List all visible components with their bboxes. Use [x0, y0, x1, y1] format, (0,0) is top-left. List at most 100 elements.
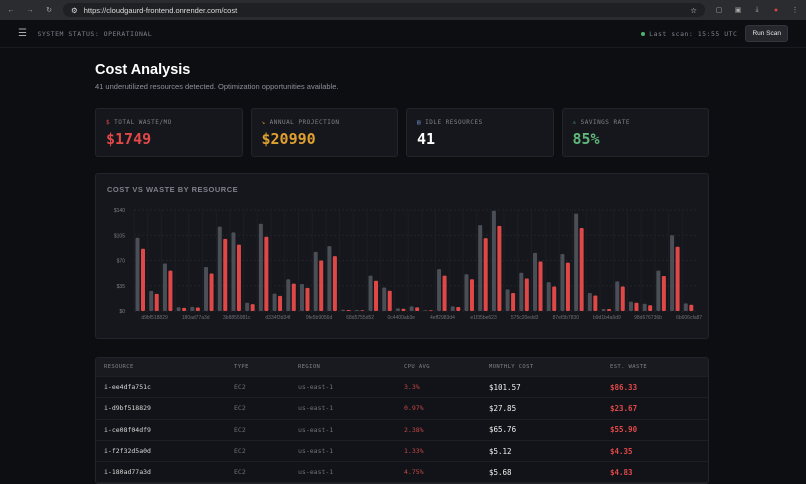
- cost-bar[interactable]: [683, 303, 688, 311]
- column-header[interactable]: TYPE: [234, 364, 249, 370]
- waste-bar[interactable]: [223, 238, 228, 311]
- cost-bar[interactable]: [217, 226, 222, 311]
- column-header[interactable]: CPU AVG: [404, 364, 430, 370]
- waste-bar[interactable]: [332, 256, 337, 311]
- bookmark-star-icon[interactable]: ☆: [690, 5, 697, 15]
- cost-bar[interactable]: [341, 309, 346, 311]
- waste-bar[interactable]: [182, 307, 187, 311]
- cost-bar[interactable]: [354, 309, 359, 311]
- table-row[interactable]: i-180ad77a3d EC2 us-east-1 4.75% $5.68 $4.83: [96, 462, 708, 484]
- cost-bar[interactable]: [313, 251, 318, 311]
- table-row[interactable]: i-f2f32d5a0d EC2 us-east-1 1.33% $5.12 $4.35: [96, 441, 708, 463]
- waste-bar[interactable]: [593, 295, 598, 311]
- waste-bar[interactable]: [236, 244, 241, 311]
- cost-bar[interactable]: [299, 283, 304, 311]
- waste-bar[interactable]: [648, 305, 653, 311]
- cost-bar[interactable]: [190, 306, 195, 311]
- cost-bar[interactable]: [423, 310, 428, 311]
- column-header[interactable]: EST. WASTE: [610, 364, 648, 370]
- address-bar[interactable]: ⚙ https://cloudgaurd-frontend.onrender.co…: [63, 3, 705, 17]
- cost-bar[interactable]: [176, 307, 181, 311]
- cost-bar[interactable]: [519, 272, 524, 311]
- cost-bar[interactable]: [286, 279, 291, 311]
- waste-bar[interactable]: [264, 236, 269, 311]
- waste-bar[interactable]: [469, 279, 474, 311]
- cost-bar[interactable]: [491, 210, 496, 311]
- cost-bar[interactable]: [533, 252, 538, 311]
- cost-bar[interactable]: [478, 225, 483, 311]
- waste-bar[interactable]: [305, 287, 310, 311]
- cost-bar[interactable]: [135, 237, 140, 311]
- cost-bar[interactable]: [601, 309, 606, 311]
- waste-bar[interactable]: [538, 261, 543, 311]
- waste-bar[interactable]: [401, 308, 406, 311]
- waste-bar[interactable]: [675, 246, 680, 311]
- cost-bar[interactable]: [437, 269, 442, 311]
- table-row[interactable]: i-ee4dfa751c EC2 us-east-1 3.3% $101.57 $86.3…: [96, 377, 708, 399]
- waste-bar[interactable]: [565, 262, 570, 311]
- waste-bar[interactable]: [524, 278, 529, 311]
- waste-bar[interactable]: [319, 260, 324, 312]
- cost-bar[interactable]: [464, 274, 469, 311]
- cost-bar[interactable]: [642, 303, 647, 311]
- cost-bar[interactable]: [656, 270, 661, 311]
- cost-bar[interactable]: [546, 282, 551, 311]
- waste-bar[interactable]: [442, 275, 447, 311]
- back-icon[interactable]: ←: [7, 6, 15, 14]
- waste-bar[interactable]: [634, 302, 639, 311]
- cost-bar[interactable]: [382, 287, 387, 311]
- cost-bar[interactable]: [245, 302, 250, 311]
- hamburger-menu-icon[interactable]: ☰: [18, 28, 28, 39]
- reload-icon[interactable]: ↻: [46, 7, 52, 14]
- table-row[interactable]: i-ce08f04df9 EC2 us-east-1 2.38% $65.76 $55.9…: [96, 420, 708, 441]
- reading-list-icon[interactable]: ▣: [734, 7, 742, 14]
- waste-bar[interactable]: [689, 304, 694, 311]
- site-info-icon[interactable]: ⚙: [71, 5, 78, 15]
- waste-bar[interactable]: [346, 309, 351, 311]
- waste-bar[interactable]: [291, 283, 296, 311]
- waste-bar[interactable]: [483, 238, 488, 311]
- waste-bar[interactable]: [579, 228, 584, 311]
- waste-bar[interactable]: [428, 310, 433, 311]
- waste-bar[interactable]: [195, 307, 200, 311]
- waste-bar[interactable]: [168, 270, 173, 311]
- waste-bar[interactable]: [511, 292, 516, 311]
- cost-bar[interactable]: [615, 281, 620, 311]
- waste-bar[interactable]: [415, 307, 420, 311]
- cost-bar[interactable]: [272, 293, 277, 311]
- waste-bar[interactable]: [620, 286, 625, 311]
- cost-bar[interactable]: [149, 290, 154, 311]
- cost-bar[interactable]: [162, 263, 167, 311]
- cost-bar[interactable]: [368, 275, 373, 311]
- waste-bar[interactable]: [141, 248, 145, 311]
- cost-bar[interactable]: [204, 266, 209, 311]
- waste-bar[interactable]: [374, 280, 379, 311]
- waste-bar[interactable]: [250, 304, 255, 311]
- waste-bar[interactable]: [661, 276, 666, 311]
- waste-bar[interactable]: [607, 309, 612, 311]
- cost-bar[interactable]: [258, 223, 263, 311]
- column-header[interactable]: MONTHLY COST: [489, 364, 534, 370]
- cost-bar[interactable]: [327, 246, 332, 311]
- extensions-icon[interactable]: ▢: [715, 7, 723, 14]
- forward-icon[interactable]: →: [26, 6, 34, 14]
- cost-bar[interactable]: [450, 306, 455, 311]
- waste-bar[interactable]: [456, 307, 461, 311]
- waste-bar[interactable]: [360, 310, 365, 311]
- cost-bar[interactable]: [628, 301, 633, 311]
- run-scan-button[interactable]: Run Scan: [745, 25, 788, 42]
- waste-bar[interactable]: [387, 290, 392, 311]
- column-header[interactable]: REGION: [298, 364, 321, 370]
- cost-bar[interactable]: [409, 306, 414, 311]
- cost-bar[interactable]: [395, 308, 400, 311]
- cost-bar[interactable]: [231, 232, 236, 311]
- cost-bar[interactable]: [670, 235, 675, 311]
- cost-bar[interactable]: [560, 254, 565, 311]
- cost-bar[interactable]: [505, 289, 510, 311]
- waste-bar[interactable]: [497, 225, 502, 311]
- waste-bar[interactable]: [154, 293, 159, 311]
- cost-bar[interactable]: [574, 213, 579, 311]
- table-row[interactable]: i-d9bf518829 EC2 us-east-1 0.97% $27.85 $23.6…: [96, 398, 708, 420]
- waste-bar[interactable]: [552, 286, 557, 311]
- column-header[interactable]: RESOURCE: [104, 364, 134, 370]
